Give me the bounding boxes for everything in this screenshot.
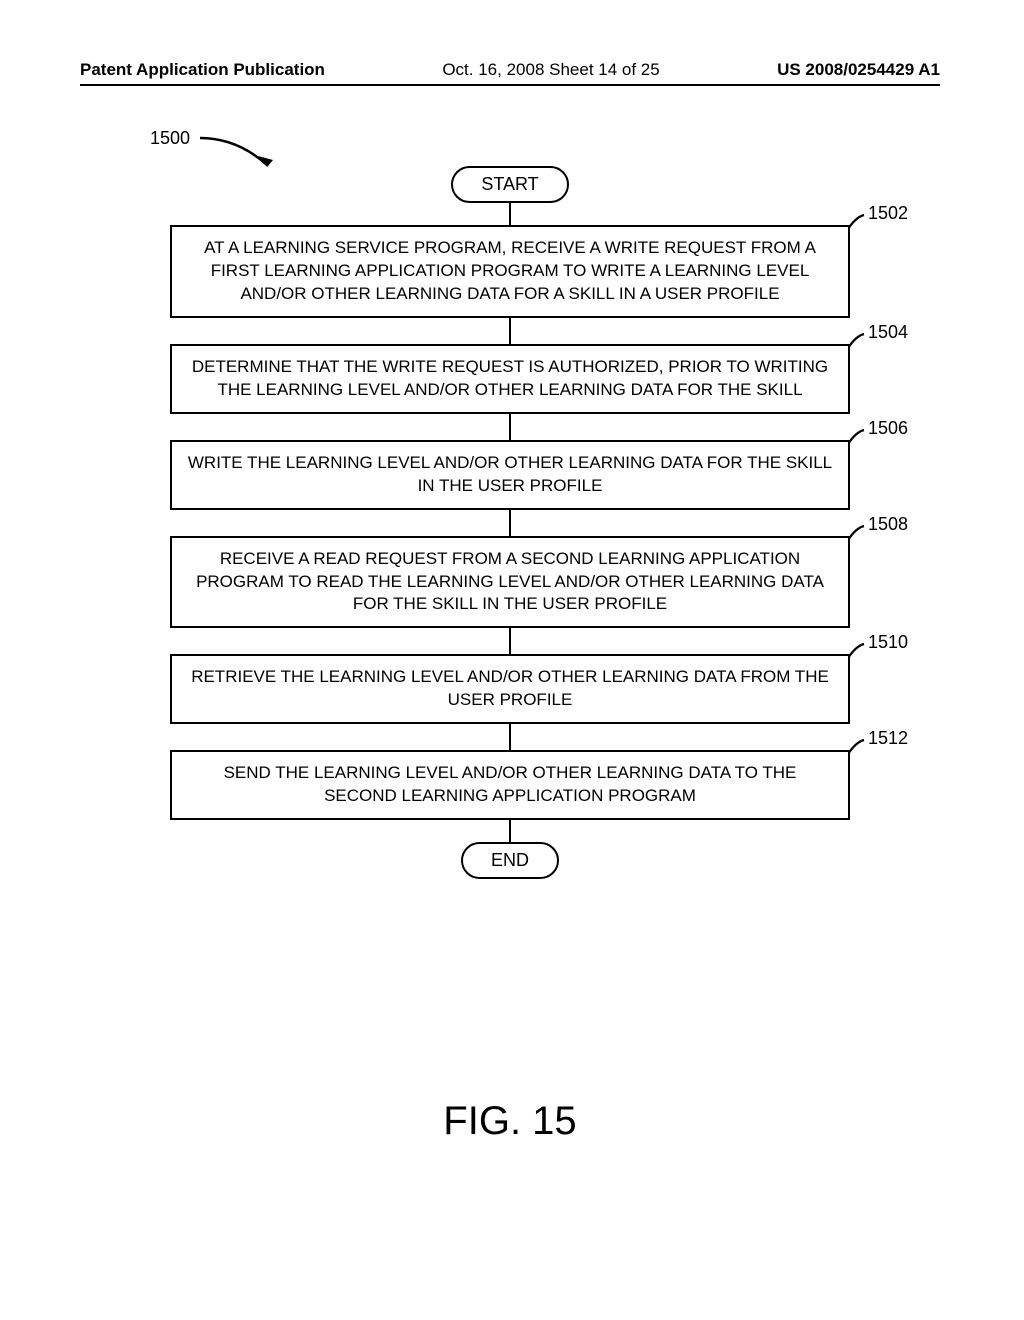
step-box-1504: 1504 DETERMINE THAT THE WRITE REQUEST IS… <box>170 344 850 414</box>
step-box-1506: 1506 WRITE THE LEARNING LEVEL AND/OR OTH… <box>170 440 850 510</box>
step-text: RETRIEVE THE LEARNING LEVEL AND/OR OTHER… <box>191 667 829 709</box>
end-terminal: END <box>461 842 559 879</box>
step-ref-1504: 1504 <box>868 320 908 344</box>
step-text: AT A LEARNING SERVICE PROGRAM, RECEIVE A… <box>204 238 816 303</box>
ref-hook-icon <box>848 738 866 756</box>
step-ref-1506: 1506 <box>868 416 908 440</box>
step-ref-1502: 1502 <box>868 201 908 225</box>
step-text: RECEIVE A READ REQUEST FROM A SECOND LEA… <box>196 549 824 614</box>
connector <box>509 628 512 654</box>
step-ref-1512: 1512 <box>868 726 908 750</box>
header-patent-number: US 2008/0254429 A1 <box>777 60 940 80</box>
step-box-1512: 1512 SEND THE LEARNING LEVEL AND/OR OTHE… <box>170 750 850 820</box>
ref-hook-icon <box>848 428 866 446</box>
header-sheet-info: Oct. 16, 2008 Sheet 14 of 25 <box>442 60 659 80</box>
connector <box>509 414 512 440</box>
step-text: WRITE THE LEARNING LEVEL AND/OR OTHER LE… <box>188 453 832 495</box>
flowchart-container: 1500 START 1502 AT A LEARNING SERVICE PR… <box>170 136 850 879</box>
step-box-1502: 1502 AT A LEARNING SERVICE PROGRAM, RECE… <box>170 225 850 318</box>
header-publication: Patent Application Publication <box>80 60 325 80</box>
connector <box>509 510 512 536</box>
figure-caption: FIG. 15 <box>80 1099 940 1144</box>
ref-hook-icon <box>848 332 866 350</box>
step-box-1508: 1508 RECEIVE A READ REQUEST FROM A SECON… <box>170 536 850 629</box>
start-terminal: START <box>451 166 568 203</box>
ref-hook-icon <box>848 213 866 231</box>
ref-hook-icon <box>848 524 866 542</box>
connector <box>509 724 512 750</box>
ref-hook-icon <box>848 642 866 660</box>
step-text: DETERMINE THAT THE WRITE REQUEST IS AUTH… <box>192 357 828 399</box>
diagram-number-arrow <box>198 132 288 182</box>
step-ref-1510: 1510 <box>868 630 908 654</box>
page-header: Patent Application Publication Oct. 16, … <box>80 60 940 86</box>
step-text: SEND THE LEARNING LEVEL AND/OR OTHER LEA… <box>224 763 797 805</box>
diagram-number-label: 1500 <box>150 128 190 149</box>
step-ref-1508: 1508 <box>868 512 908 536</box>
connector <box>509 203 512 225</box>
connector <box>509 318 512 344</box>
connector <box>509 820 512 842</box>
step-box-1510: 1510 RETRIEVE THE LEARNING LEVEL AND/OR … <box>170 654 850 724</box>
